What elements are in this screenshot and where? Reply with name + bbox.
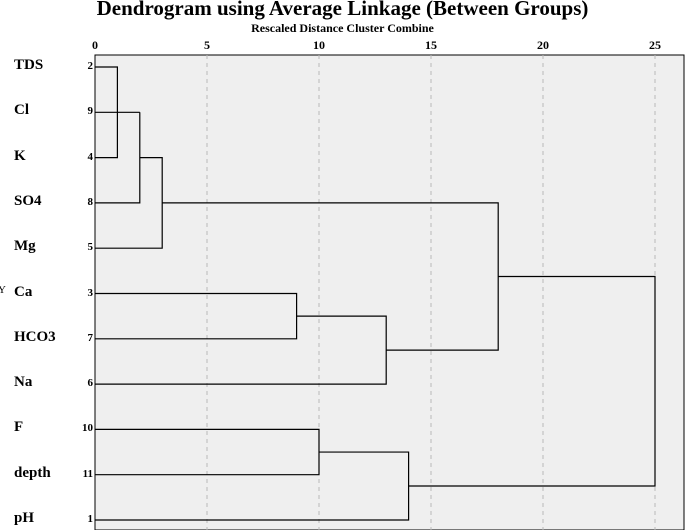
case-number: 10 [82,422,93,435]
leaf-label: TDS [14,57,44,73]
leaf-label: Na [14,374,33,391]
dendrogram-link [408,275,656,487]
x-tick-label-25: 25 [649,38,661,52]
case-number: 4 [87,150,94,163]
x-axis-title: Rescaled Distance Cluster Combine [251,21,434,35]
leaf-label: pH [14,510,35,526]
leaf-label: SO4 [14,192,42,209]
case-number: 2 [87,60,94,72]
leaf-label: Ca [14,283,33,300]
leaf-label: HCO3 [14,328,56,345]
case-number: 8 [87,195,94,208]
leaf-label: F [14,419,24,436]
case-number: 6 [87,377,94,390]
leaf-label: Cl [14,102,29,119]
x-tick-label-5: 5 [204,38,210,52]
x-tick-label-0: 0 [92,38,98,52]
case-number: 3 [87,286,94,299]
case-number: 1 [87,513,94,525]
x-tick-label-15: 15 [425,38,437,52]
case-number: 7 [87,331,94,344]
case-number: 5 [87,241,94,254]
leaf-label: Mg [14,238,36,255]
case-number: 9 [87,105,94,118]
leaf-label: K [14,147,26,164]
dendrogram-link [95,112,141,204]
x-tick-label-10: 10 [313,38,325,52]
case-number: 11 [82,467,93,480]
chart-title: Dendrogram using Average Linkage (Betwee… [96,0,589,20]
leaf-label: depth [14,464,51,481]
side-axis-mark: Y [0,284,6,296]
x-tick-label-20: 20 [537,38,549,52]
plot-background [94,54,685,530]
